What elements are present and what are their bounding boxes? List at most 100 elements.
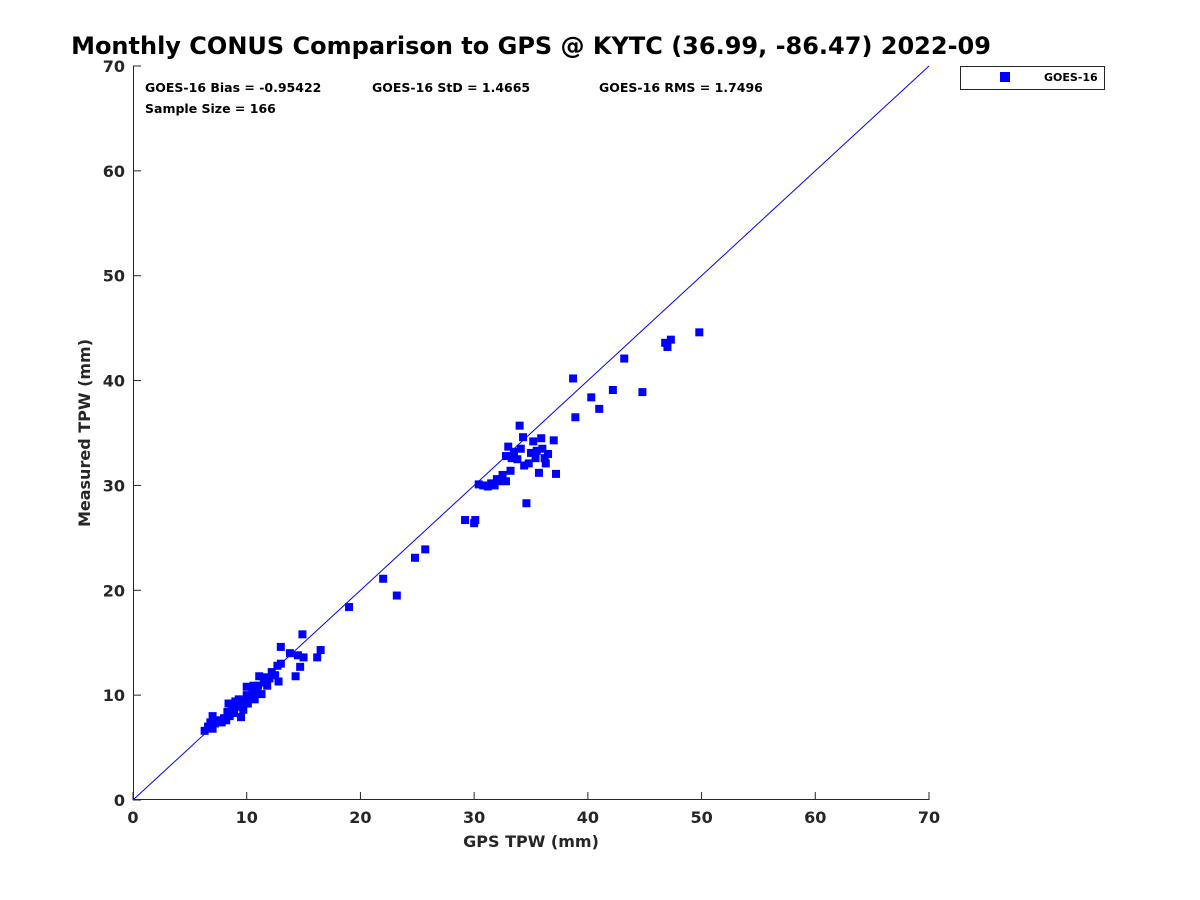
data-point [293, 651, 302, 660]
data-point [230, 708, 239, 717]
data-point [552, 469, 561, 478]
x-tick-label: 40 [577, 808, 599, 827]
data-point [595, 404, 604, 413]
data-point [316, 646, 325, 655]
data-point [239, 705, 248, 714]
data-point [200, 726, 209, 735]
x-tick-label: 50 [690, 808, 712, 827]
data-point [504, 442, 513, 451]
data-point [695, 328, 704, 337]
data-point [538, 444, 547, 453]
data-point [263, 681, 272, 690]
x-tick-label: 20 [349, 808, 371, 827]
rms-stat: GOES-16 RMS = 1.7496 [599, 80, 763, 95]
data-point [285, 649, 294, 658]
data-point [474, 480, 483, 489]
stats-box: GOES-16 Bias = -0.95422 GOES-16 StD = 1.… [145, 80, 763, 116]
data-point [235, 701, 244, 710]
data-point [250, 695, 259, 704]
y-axis-label: Measured TPW (mm) [75, 339, 94, 527]
y-tick-label: 70 [103, 57, 125, 76]
data-point [296, 662, 305, 671]
data-point [532, 446, 541, 455]
data-point [345, 603, 354, 612]
data-point [471, 516, 480, 525]
y-tick-label: 0 [114, 791, 125, 810]
data-point [208, 712, 217, 721]
data-point [276, 642, 285, 651]
std-stat: GOES-16 StD = 1.4665 [372, 80, 530, 95]
data-point [225, 712, 234, 721]
data-point [421, 545, 430, 554]
x-axis-label: GPS TPW (mm) [463, 832, 599, 851]
data-point [527, 448, 535, 457]
data-point [252, 689, 261, 698]
data-point [227, 704, 236, 713]
sample-size-stat: Sample Size = 166 [145, 101, 276, 116]
data-point [522, 499, 531, 508]
data-point [501, 452, 510, 461]
data-point [620, 354, 629, 363]
data-point [255, 672, 264, 681]
data-point [254, 681, 263, 690]
data-point [531, 454, 540, 463]
x-tick-label: 10 [236, 808, 258, 827]
data-point [498, 470, 507, 479]
x-tick-label: 70 [918, 808, 940, 827]
data-point [524, 459, 533, 468]
legend[interactable]: GOES-16 [960, 66, 1105, 90]
x-tick-label: 30 [463, 808, 485, 827]
data-point [513, 455, 522, 464]
data-point [608, 386, 617, 395]
data-point [274, 677, 283, 686]
data-point [223, 707, 232, 716]
data-point [249, 681, 258, 690]
data-point [541, 459, 550, 468]
data-point [663, 343, 672, 352]
data-point [248, 686, 257, 695]
data-point [242, 682, 251, 691]
data-point [569, 374, 578, 383]
data-point [271, 671, 280, 680]
data-point [246, 693, 255, 702]
data-point [490, 481, 499, 490]
data-point [587, 393, 596, 402]
data-point [217, 718, 226, 727]
data-point [379, 574, 388, 583]
plot-area: 0 10 20 30 40 50 60 70 0 10 20 30 40 50 60 70 [103, 57, 940, 827]
data-point [392, 591, 401, 600]
y-tick-label: 40 [103, 372, 125, 391]
data-point [257, 690, 266, 699]
data-point [540, 454, 549, 463]
data-point [299, 653, 308, 662]
data-point [537, 434, 546, 443]
data-points [200, 328, 704, 735]
data-point [519, 433, 528, 442]
legend-box [960, 66, 1105, 90]
data-point [549, 436, 558, 445]
data-point [571, 413, 580, 422]
data-point [661, 338, 670, 347]
data-point [243, 699, 252, 708]
data-point [461, 516, 470, 525]
y-tick-label: 50 [103, 267, 125, 286]
y-tick-label: 30 [103, 476, 125, 495]
data-point [260, 673, 269, 682]
x-tick-label: 60 [804, 808, 826, 827]
y-tick-label: 10 [103, 686, 125, 705]
data-point [529, 437, 538, 446]
legend-label: GOES-16 [1044, 71, 1098, 84]
data-point [224, 699, 233, 708]
y-tick-label: 20 [103, 581, 125, 600]
y-tick-label: 60 [103, 162, 125, 181]
data-point [237, 713, 246, 722]
data-point [515, 421, 524, 430]
legend-marker-square [1000, 72, 1010, 82]
data-point [495, 477, 504, 486]
data-point [520, 461, 529, 470]
bias-stat: GOES-16 Bias = -0.95422 [145, 80, 321, 95]
data-point [276, 659, 285, 668]
data-point [506, 466, 515, 475]
y-ticks: 0 10 20 30 40 50 60 70 [103, 57, 141, 810]
